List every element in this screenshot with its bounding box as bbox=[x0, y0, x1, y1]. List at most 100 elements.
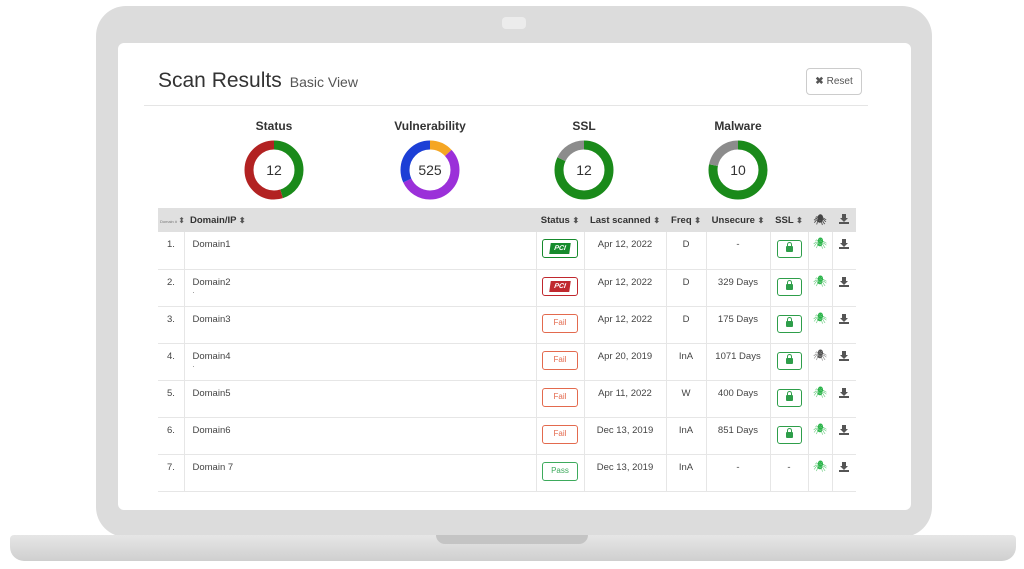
malware-cell: 🕷 bbox=[808, 306, 833, 343]
download-icon[interactable] bbox=[839, 276, 850, 287]
status-cell: Fail bbox=[536, 306, 585, 343]
last-scanned-cell: Apr 12, 2022 bbox=[584, 306, 667, 343]
freq-cell: D bbox=[666, 232, 707, 269]
pci-badge[interactable]: PCI bbox=[542, 276, 578, 296]
domain-cell[interactable]: Domain6 bbox=[184, 417, 537, 454]
malware-cell: 🕷 bbox=[808, 454, 833, 491]
col-header-download[interactable] bbox=[832, 208, 856, 232]
col-header-domain[interactable]: Domain/IP ⬍ bbox=[190, 214, 246, 226]
bug-icon: 🕷 bbox=[813, 214, 827, 226]
donut-malware[interactable]: Malware 10 bbox=[683, 119, 793, 201]
ssl-button[interactable] bbox=[776, 388, 802, 407]
bug-icon[interactable]: 🕷 bbox=[813, 312, 827, 325]
ssl-button[interactable] bbox=[776, 240, 802, 258]
scan-results-table: Domain # ⬍ Domain/IP ⬍ Status ⬍ Last sca… bbox=[158, 208, 856, 510]
domain-name[interactable]: Domain 7 bbox=[192, 461, 234, 473]
status-cell: Pass bbox=[536, 454, 585, 491]
col-header-status[interactable]: Status ⬍ bbox=[540, 214, 580, 226]
col-header-number[interactable]: Domain # ⬍ bbox=[160, 215, 185, 225]
table-row[interactable]: 2. Domain2. PCI Apr 12, 2022 D 329 Days 🕷 bbox=[158, 269, 856, 306]
domain-name[interactable]: Domain2 bbox=[192, 276, 231, 288]
freq-cell: W bbox=[666, 380, 707, 417]
donut-label: Malware bbox=[714, 119, 762, 133]
freq-cell: InA bbox=[666, 454, 707, 491]
bug-icon[interactable]: 🕷 bbox=[813, 349, 827, 362]
ssl-button[interactable] bbox=[776, 351, 802, 370]
donut-status[interactable]: Status 12 bbox=[219, 119, 329, 201]
ssl-cell: - bbox=[770, 454, 809, 491]
download-cell bbox=[832, 380, 856, 417]
download-icon[interactable] bbox=[839, 461, 850, 472]
reset-label: Reset bbox=[826, 76, 853, 87]
col-header-freq[interactable]: Freq ⬍ bbox=[671, 214, 701, 226]
bug-icon[interactable]: 🕷 bbox=[813, 423, 827, 436]
close-icon: ✖ bbox=[815, 76, 824, 87]
table-row[interactable]: 5. Domain5 Fail Apr 11, 2022 W 400 Days 🕷 bbox=[158, 380, 856, 417]
download-cell bbox=[832, 269, 856, 306]
col-header-malware[interactable]: 🕷 bbox=[808, 208, 832, 232]
donut-vulnerability[interactable]: Vulnerability 525 bbox=[375, 119, 485, 201]
sort-icon: ⬍ bbox=[572, 215, 580, 225]
domain-name[interactable]: Domain1 bbox=[192, 239, 231, 250]
domain-name[interactable]: Domain4 bbox=[192, 350, 231, 362]
bug-icon[interactable]: 🕷 bbox=[813, 238, 827, 250]
domain-cell[interactable]: Domain1 bbox=[184, 232, 537, 269]
malware-cell: 🕷 bbox=[808, 269, 833, 306]
lock-icon bbox=[785, 353, 793, 364]
bug-icon[interactable]: 🕷 bbox=[813, 460, 827, 473]
download-icon[interactable] bbox=[839, 387, 850, 398]
status-badge[interactable]: Fail bbox=[542, 424, 578, 444]
ssl-button[interactable] bbox=[776, 314, 802, 333]
status-badge[interactable]: Fail bbox=[542, 350, 578, 370]
page-header: Scan Results Basic View bbox=[158, 69, 358, 93]
bug-icon[interactable]: 🕷 bbox=[813, 386, 827, 399]
download-cell bbox=[832, 343, 856, 380]
col-header-last-scanned[interactable]: Last scanned ⬍ bbox=[589, 214, 661, 226]
donut-ssl[interactable]: SSL 12 bbox=[529, 119, 639, 201]
domain-cell[interactable]: Domain2. bbox=[184, 269, 537, 306]
download-icon[interactable] bbox=[839, 350, 850, 361]
domain-cell[interactable]: Domain4. bbox=[184, 343, 537, 380]
donut-label: Vulnerability bbox=[394, 119, 466, 133]
freq-cell: D bbox=[666, 306, 707, 343]
domain-name[interactable]: Domain6 bbox=[192, 424, 231, 436]
ssl-value: - bbox=[787, 461, 791, 473]
header-divider bbox=[144, 105, 868, 106]
unsecure-cell: - bbox=[706, 232, 771, 269]
sort-icon: ⬍ bbox=[653, 215, 661, 225]
ssl-button[interactable] bbox=[776, 425, 802, 444]
col-header-unsecure[interactable]: Unsecure ⬍ bbox=[711, 214, 765, 226]
reset-button[interactable]: ✖ Reset bbox=[806, 68, 862, 95]
status-cell: PCI bbox=[536, 232, 585, 269]
download-icon[interactable] bbox=[839, 424, 850, 435]
donut-chart: 10 bbox=[708, 140, 768, 200]
row-number: 1. bbox=[158, 232, 185, 269]
unsecure-cell: 175 Days bbox=[706, 306, 771, 343]
donut-value: 10 bbox=[730, 162, 746, 178]
freq-cell: InA bbox=[666, 417, 707, 454]
table-row[interactable]: 7. Domain 7 Pass Dec 13, 2019 InA - - 🕷 bbox=[158, 454, 856, 491]
domain-name[interactable]: Domain5 bbox=[192, 387, 231, 399]
domain-name[interactable]: Domain3 bbox=[192, 313, 231, 325]
last-scanned-cell: Dec 13, 2019 bbox=[584, 417, 667, 454]
lock-icon bbox=[785, 390, 793, 401]
download-icon[interactable] bbox=[839, 313, 850, 324]
status-badge[interactable]: Fail bbox=[542, 313, 578, 333]
domain-cell[interactable]: Domain3 bbox=[184, 306, 537, 343]
table-row[interactable]: 4. Domain4. Fail Apr 20, 2019 InA 1071 Days 🕷 bbox=[158, 343, 856, 380]
table-row[interactable]: 3. Domain3 Fail Apr 12, 2022 D 175 Days 🕷 bbox=[158, 306, 856, 343]
table-row[interactable]: 1. Domain1 PCI Apr 12, 2022 D - 🕷 bbox=[158, 232, 856, 269]
donut-value: 12 bbox=[266, 162, 282, 178]
domain-cell[interactable]: Domain5 bbox=[184, 380, 537, 417]
pci-logo: PCI bbox=[549, 243, 571, 254]
pci-badge[interactable]: PCI bbox=[542, 239, 578, 258]
ssl-button[interactable] bbox=[776, 277, 802, 296]
status-badge[interactable]: Pass bbox=[542, 461, 578, 481]
domain-cell[interactable]: Domain 7 bbox=[184, 454, 537, 491]
last-scanned-cell: Apr 20, 2019 bbox=[584, 343, 667, 380]
download-icon[interactable] bbox=[839, 239, 850, 249]
status-badge[interactable]: Fail bbox=[542, 387, 578, 407]
bug-icon[interactable]: 🕷 bbox=[813, 275, 827, 288]
table-row[interactable]: 6. Domain6 Fail Dec 13, 2019 InA 851 Days 🕷 bbox=[158, 417, 856, 454]
col-header-ssl[interactable]: SSL ⬍ bbox=[775, 214, 803, 226]
